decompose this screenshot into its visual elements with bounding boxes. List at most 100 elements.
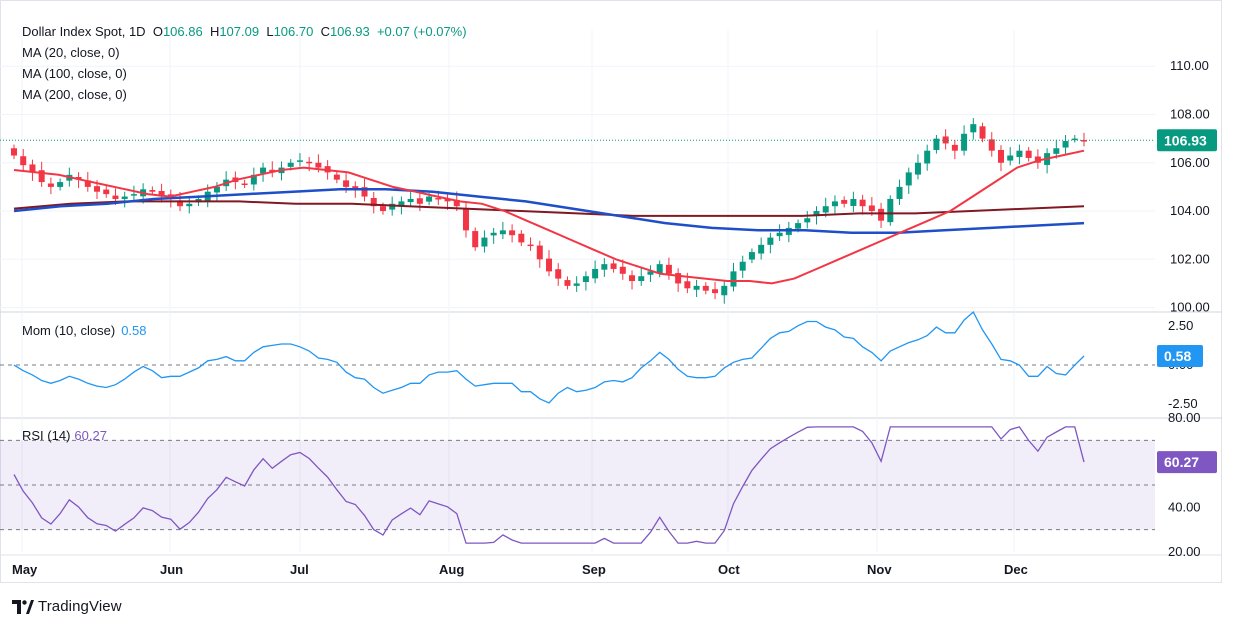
- open-value: 106.86: [162, 24, 203, 39]
- ma20-legend[interactable]: MA (20, close, 0): [22, 45, 120, 60]
- candle-body: [315, 162, 322, 168]
- candle-body: [601, 264, 608, 270]
- candle-body: [831, 201, 838, 207]
- candle-body: [582, 276, 589, 282]
- rsi-label: RSI (14): [22, 428, 71, 443]
- tradingview-wordmark: TradingView: [38, 598, 122, 615]
- candle-body: [20, 156, 27, 166]
- close-label: C: [320, 24, 330, 39]
- month-label: Sep: [582, 562, 606, 577]
- low-label: L: [266, 24, 274, 39]
- month-label: Oct: [718, 562, 740, 577]
- candle-body: [896, 186, 903, 199]
- month-label: May: [12, 562, 38, 577]
- candle-body: [573, 283, 580, 286]
- candle-body: [951, 144, 958, 151]
- candle-body: [1034, 156, 1041, 163]
- candle-body: [509, 230, 516, 236]
- candle-body: [878, 208, 885, 221]
- candle-body: [499, 230, 506, 235]
- open-label: O: [152, 24, 163, 39]
- momentum-tick-label: -2.50: [1168, 396, 1198, 411]
- candle-body: [905, 172, 912, 186]
- momentum-value: 0.58: [121, 323, 147, 338]
- rsi-tick-label: 80.00: [1168, 410, 1201, 425]
- ma100-line: [13, 188, 1085, 235]
- candle-body: [287, 162, 294, 167]
- candle-body: [712, 289, 719, 294]
- candle-body: [592, 268, 599, 279]
- last-price-badge: [1157, 129, 1217, 152]
- month-label: Aug: [439, 562, 464, 577]
- candle-body: [721, 285, 728, 296]
- candle-body: [924, 150, 931, 164]
- candle-body: [177, 200, 184, 207]
- candle-body: [914, 162, 921, 175]
- candle-body: [472, 231, 479, 248]
- tradingview-logo[interactable]: TradingView: [12, 598, 122, 615]
- candle-body: [47, 183, 54, 187]
- chart-legend-ticker: Dollar Index Spot, 1D O106.86 H107.09 L1…: [22, 24, 467, 39]
- candle-body: [1007, 155, 1014, 161]
- candle-body: [1053, 148, 1060, 154]
- candle-body: [370, 198, 377, 207]
- rsi-legend[interactable]: RSI (14) 60.27: [22, 428, 107, 443]
- ma100-legend[interactable]: MA (100, close, 0): [22, 66, 127, 81]
- candle-body: [730, 271, 737, 287]
- close-value: 106.93: [329, 24, 370, 39]
- candle-body: [352, 186, 359, 190]
- price-tick-label: 106.00: [1170, 155, 1210, 170]
- price-tick-label: 100.00: [1170, 300, 1210, 315]
- candle-body: [11, 148, 17, 156]
- candle-body: [343, 180, 350, 187]
- momentum-value-label: 0.58: [1164, 348, 1191, 364]
- candle-body: [702, 285, 709, 291]
- candle-body: [481, 237, 488, 247]
- candle-body: [961, 133, 968, 151]
- candle-body: [1062, 141, 1069, 148]
- rsi-line: [13, 426, 1085, 544]
- candle-body: [748, 252, 755, 260]
- candle-body: [546, 258, 552, 272]
- candle-body: [435, 198, 442, 200]
- candle-body: [250, 174, 257, 185]
- candle-body: [186, 203, 193, 207]
- rsi-value: 60.27: [74, 428, 107, 443]
- candle-body: [379, 206, 386, 212]
- candle-body: [555, 269, 562, 279]
- candle-body: [260, 167, 267, 174]
- candle-body: [933, 138, 940, 150]
- ma200-legend[interactable]: MA (200, close, 0): [22, 87, 127, 102]
- candle-body: [795, 223, 802, 229]
- candle-body: [767, 237, 774, 245]
- candle-body: [887, 198, 894, 223]
- candle-body: [850, 198, 857, 206]
- month-label: Jun: [160, 562, 183, 577]
- candle-body: [656, 264, 663, 274]
- tradingview-logo-icon: [12, 599, 34, 614]
- candle-body: [979, 126, 986, 139]
- candle-body: [841, 199, 848, 204]
- chart-frame: [0, 0, 1222, 583]
- month-label: Nov: [867, 562, 892, 577]
- candle-body: [426, 196, 433, 202]
- price-tick-label: 104.00: [1170, 203, 1210, 218]
- candle-body: [988, 139, 995, 151]
- candle-body: [398, 201, 405, 206]
- ma200-line: [13, 200, 1085, 217]
- high-value: 107.09: [219, 24, 260, 39]
- price-tick-label: 110.00: [1170, 58, 1209, 73]
- candle-body: [629, 275, 636, 282]
- ma20-line: [13, 149, 1085, 285]
- price-tick-label: 108.00: [1170, 106, 1210, 121]
- momentum-value-badge: [1157, 345, 1203, 368]
- candle-body: [462, 208, 469, 231]
- candle-body: [997, 149, 1004, 163]
- candle-body: [29, 164, 36, 173]
- candle-body: [121, 196, 128, 199]
- rsi-value-badge: [1157, 451, 1217, 474]
- candle-body: [112, 195, 119, 199]
- momentum-legend[interactable]: Mom (10, close) 0.58: [22, 323, 147, 338]
- candle-body: [57, 182, 64, 187]
